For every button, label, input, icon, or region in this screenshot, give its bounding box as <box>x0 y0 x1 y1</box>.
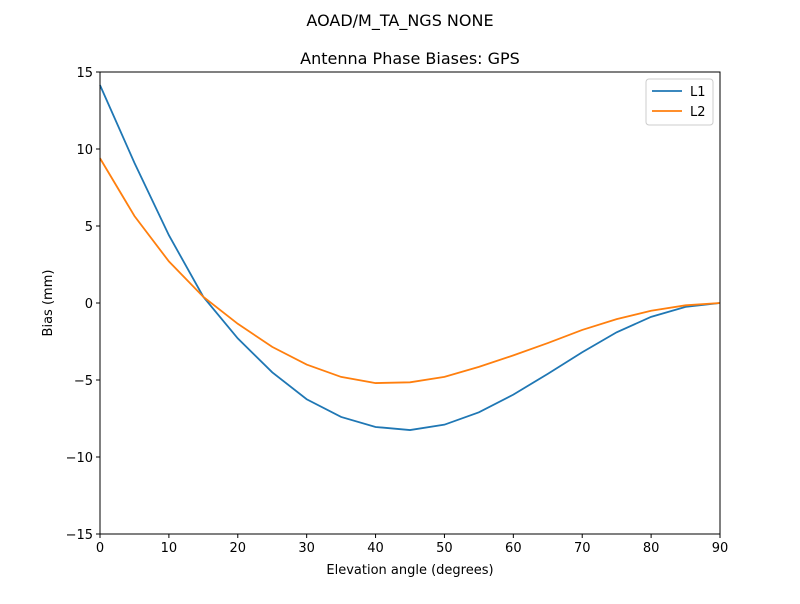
plot-frame <box>99 71 721 535</box>
y-tick-label: 15 <box>76 66 93 81</box>
x-tick-label: 20 <box>230 541 247 556</box>
x-tick-label: 0 <box>96 541 104 556</box>
x-tick-label: 80 <box>643 541 660 556</box>
legend-label-l1: L1 <box>690 85 706 100</box>
figure-suptitle: AOAD/M_TA_NGS NONE <box>306 11 493 31</box>
x-tick-label: 90 <box>712 541 729 556</box>
x-tick-label: 70 <box>574 541 591 556</box>
series-line-l1 <box>99 84 721 431</box>
chart-title: Antenna Phase Biases: GPS <box>300 49 520 68</box>
x-tick-label: 10 <box>161 541 178 556</box>
y-tick-label: −15 <box>66 528 93 543</box>
y-tick-label: 10 <box>76 143 93 158</box>
x-tick-label: 30 <box>298 541 315 556</box>
x-axis-label: Elevation angle (degrees) <box>326 563 493 578</box>
legend-label-l2: L2 <box>690 105 706 120</box>
x-tick-label: 50 <box>436 541 453 556</box>
y-tick-label: −10 <box>66 451 93 466</box>
x-tick-label: 40 <box>367 541 384 556</box>
y-tick-label: 5 <box>85 220 93 235</box>
series-line-l2 <box>99 157 721 384</box>
y-axis-label: Bias (mm) <box>41 270 56 337</box>
y-tick-label: 0 <box>85 297 93 312</box>
x-tick-label: 60 <box>505 541 522 556</box>
y-tick-label: −5 <box>74 374 93 389</box>
